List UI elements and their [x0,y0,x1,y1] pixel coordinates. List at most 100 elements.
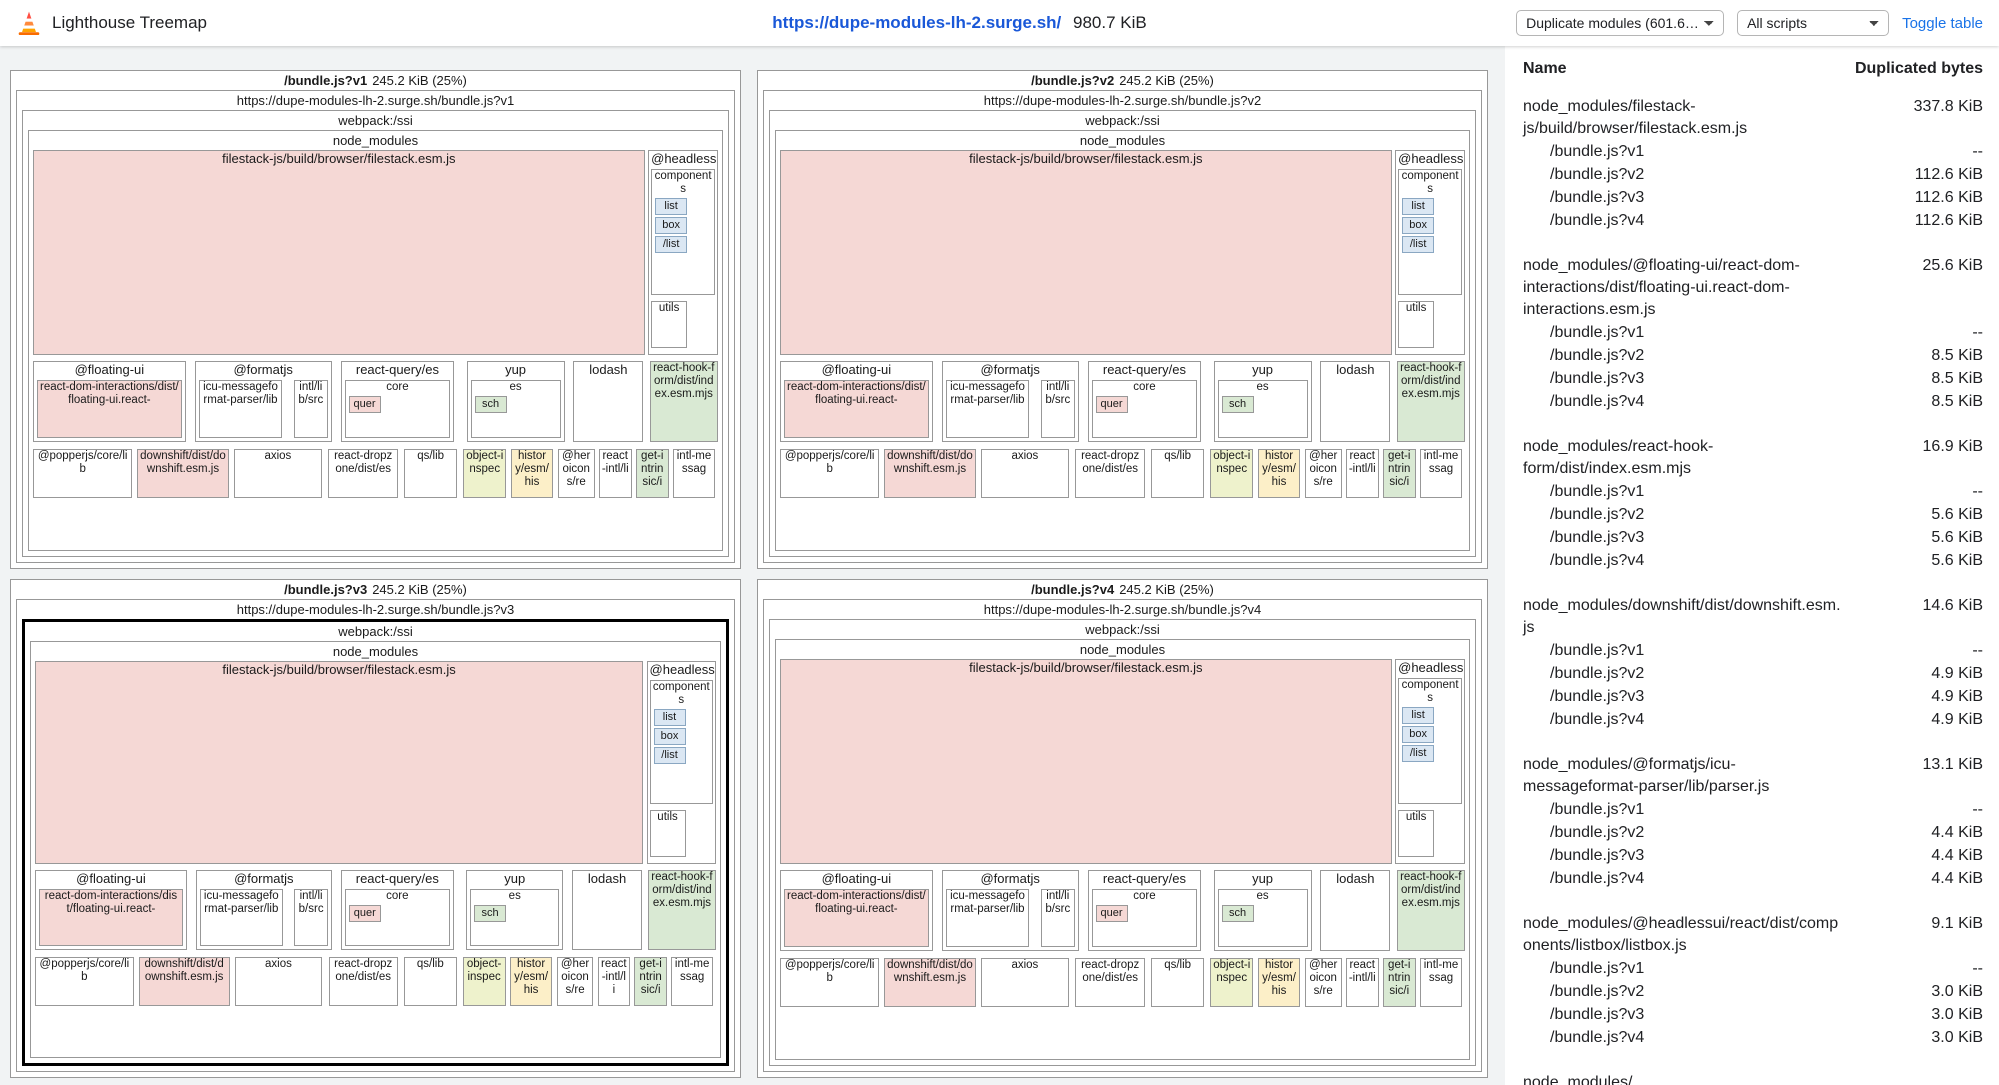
module-floating-ui[interactable]: @floating-ui react-dom-interactions/dist… [780,869,933,952]
module-floating-ui[interactable]: @floating-ui react-dom-interactions/dist… [780,360,933,443]
module-components[interactable]: components list box /list [1398,678,1462,804]
module-react-query-core[interactable]: core quer [1091,888,1198,948]
module-yup[interactable]: yup es sch [466,869,564,951]
module-react-query-core[interactable]: core quer [344,379,451,439]
module-react-query[interactable]: react-query/es core quer [340,869,454,951]
module-history[interactable]: history/esm/his [511,449,553,499]
module-floating-ui[interactable]: @floating-ui react-dom-interactions/dist… [33,360,186,443]
module-get-intrinsic[interactable]: get-intrinsic/i [635,449,669,499]
module-formatjs[interactable]: @formatjs icu-messageformat-parser/lib i… [941,360,1079,443]
module-listbox-chip-1[interactable]: list [1402,198,1435,215]
module-react-dom-interactions[interactable]: react-dom-interactions/dist/floating-ui.… [39,888,183,947]
module-heroicons[interactable]: @heroicons/re [1304,958,1342,1008]
module-schema-chip[interactable]: sch [1221,904,1254,922]
module-object-inspect[interactable]: object-inspec [463,449,507,499]
node-modules-node[interactable]: node_modules filestack-js/build/browser/… [775,639,1470,1060]
table-bundle-row[interactable]: /bundle.js?v3 4.9 KiB [1523,685,1983,708]
module-qs[interactable]: qs/lib [404,449,457,499]
module-intl-lib[interactable]: intl/lib/src [1040,888,1075,948]
module-yup-es[interactable]: es sch [470,888,560,947]
module-downshift[interactable]: downshift/dist/downshift.esm.js [884,449,976,499]
bundle-treemap-panel[interactable]: /bundle.js?v1 245.2 KiB (25%) https://dup… [10,70,741,569]
module-object-inspect[interactable]: object-inspec [462,957,506,1006]
module-react-hook-form[interactable]: react-hook-form/dist/index.esm.mjs [647,869,716,951]
module-formatjs[interactable]: @formatjs icu-messageformat-parser/lib i… [195,869,332,951]
table-bundle-row[interactable]: /bundle.js?v3 4.4 KiB [1523,844,1983,867]
module-icu-parser[interactable]: icu-messageformat-parser/lib [198,379,283,439]
webpack-ssi-node[interactable]: webpack:/ssi node_modules filestack-js/b… [769,619,1476,1066]
module-get-intrinsic[interactable]: get-intrinsic/i [634,957,667,1006]
table-bundle-row[interactable]: /bundle.js?v1 -- [1523,321,1983,344]
module-utils[interactable]: utils [1398,810,1435,857]
table-bundle-row[interactable]: /bundle.js?v1 -- [1523,480,1983,503]
module-filestack[interactable]: filestack-js/build/browser/filestack.esm… [35,661,644,864]
module-yup[interactable]: yup es sch [1213,869,1312,952]
module-filestack[interactable]: filestack-js/build/browser/filestack.esm… [33,150,645,355]
module-downshift[interactable]: downshift/dist/downshift.esm.js [137,449,229,499]
module-filestack[interactable]: filestack-js/build/browser/filestack.esm… [780,150,1392,355]
module-qs[interactable]: qs/lib [1151,958,1204,1008]
module-lodash[interactable]: lodash [572,869,642,951]
module-headlessui[interactable]: @headlessui components list box /list ut… [646,661,716,864]
module-react-query[interactable]: react-query/es core quer [340,360,455,443]
module-popperjs[interactable]: @popperjs/core/lib [33,449,133,499]
module-yup-es[interactable]: es sch [470,379,561,439]
module-react-intl[interactable]: react-intl/li [597,957,631,1006]
module-query-chip[interactable]: quer [348,904,381,922]
table-bundle-row[interactable]: /bundle.js?v1 -- [1523,798,1983,821]
node-modules-node[interactable]: node_modules filestack-js/build/browser/… [28,130,723,551]
module-react-dom-interactions[interactable]: react-dom-interactions/dist/floating-ui.… [784,379,929,439]
module-react-dropzone[interactable]: react-dropzone/dist/es [1075,958,1146,1008]
module-intl-messageformat[interactable]: intl-messag [672,449,716,499]
module-utils[interactable]: utils [649,810,686,857]
table-group-name[interactable]: node_modules/ [1523,1074,1633,1085]
bundle-treemap-panel[interactable]: /bundle.js?v4 245.2 KiB (25%) https://dup… [757,579,1488,1078]
module-heroicons[interactable]: @heroicons/re [557,449,595,499]
module-floating-ui[interactable]: @floating-ui react-dom-interactions/dist… [35,869,187,951]
module-downshift[interactable]: downshift/dist/downshift.esm.js [138,957,230,1006]
module-axios[interactable]: axios [233,449,323,499]
node-modules-node[interactable]: node_modules filestack-js/build/browser/… [775,130,1470,551]
module-react-dom-interactions[interactable]: react-dom-interactions/dist/floating-ui.… [784,888,929,948]
table-group-name[interactable]: node_modules/@headlessui/react/dist/comp… [1523,915,1839,954]
module-yup[interactable]: yup es sch [466,360,565,443]
module-listbox-chip-1[interactable]: list [655,198,688,215]
module-formatjs[interactable]: @formatjs icu-messageformat-parser/lib i… [941,869,1079,952]
table-bundle-row[interactable]: /bundle.js?v2 8.5 KiB [1523,344,1983,367]
module-listbox-chip-2[interactable]: box [653,728,686,745]
table-bundle-row[interactable]: /bundle.js?v4 8.5 KiB [1523,390,1983,413]
module-react-hook-form[interactable]: react-hook-form/dist/index.esm.mjs [1396,869,1465,952]
module-intl-messageformat[interactable]: intl-messag [1419,449,1463,499]
module-icu-parser[interactable]: icu-messageformat-parser/lib [945,888,1030,948]
table-bundle-row[interactable]: /bundle.js?v4 3.0 KiB [1523,1026,1983,1049]
webpack-ssi-node[interactable]: webpack:/ssi node_modules filestack-js/b… [22,110,729,557]
table-bundle-row[interactable]: /bundle.js?v3 8.5 KiB [1523,367,1983,390]
module-lodash[interactable]: lodash [573,360,644,443]
script-url-node[interactable]: https://dupe-modules-lh-2.surge.sh/bundl… [763,90,1482,563]
table-bundle-row[interactable]: /bundle.js?v2 5.6 KiB [1523,503,1983,526]
module-react-intl[interactable]: react-intl/li [1345,958,1379,1008]
table-group-name[interactable]: node_modules/react-hook-form/dist/index.… [1523,438,1714,477]
module-yup[interactable]: yup es sch [1213,360,1312,443]
module-react-intl[interactable]: react-intl/li [1345,449,1379,499]
table-group-name[interactable]: node_modules/@formatjs/icu-messageformat… [1523,756,1770,795]
module-react-query-core[interactable]: core quer [1091,379,1198,439]
module-react-query[interactable]: react-query/es core quer [1087,869,1202,952]
module-listbox-chip-3[interactable]: /list [653,747,686,764]
module-listbox-chip-3[interactable]: /list [655,236,688,253]
module-schema-chip[interactable]: sch [474,395,507,413]
module-popperjs[interactable]: @popperjs/core/lib [35,957,134,1006]
table-bundle-row[interactable]: /bundle.js?v3 112.6 KiB [1523,186,1983,209]
script-url-node[interactable]: https://dupe-modules-lh-2.surge.sh/bundl… [16,599,735,1072]
module-intl-messageformat[interactable]: intl-messag [671,957,714,1006]
module-listbox-chip-2[interactable]: box [1402,726,1435,743]
module-formatjs[interactable]: @formatjs icu-messageformat-parser/lib i… [194,360,332,443]
module-lodash[interactable]: lodash [1320,360,1391,443]
module-query-chip[interactable]: quer [1095,395,1128,413]
table-bundle-row[interactable]: /bundle.js?v4 4.9 KiB [1523,708,1983,731]
module-downshift[interactable]: downshift/dist/downshift.esm.js [884,958,976,1008]
table-group-name[interactable]: node_modules/@floating-ui/react-dom-inte… [1523,257,1800,318]
table-bundle-row[interactable]: /bundle.js?v4 4.4 KiB [1523,867,1983,890]
module-components[interactable]: components list box /list [651,169,715,295]
module-listbox-chip-1[interactable]: list [1402,707,1435,724]
